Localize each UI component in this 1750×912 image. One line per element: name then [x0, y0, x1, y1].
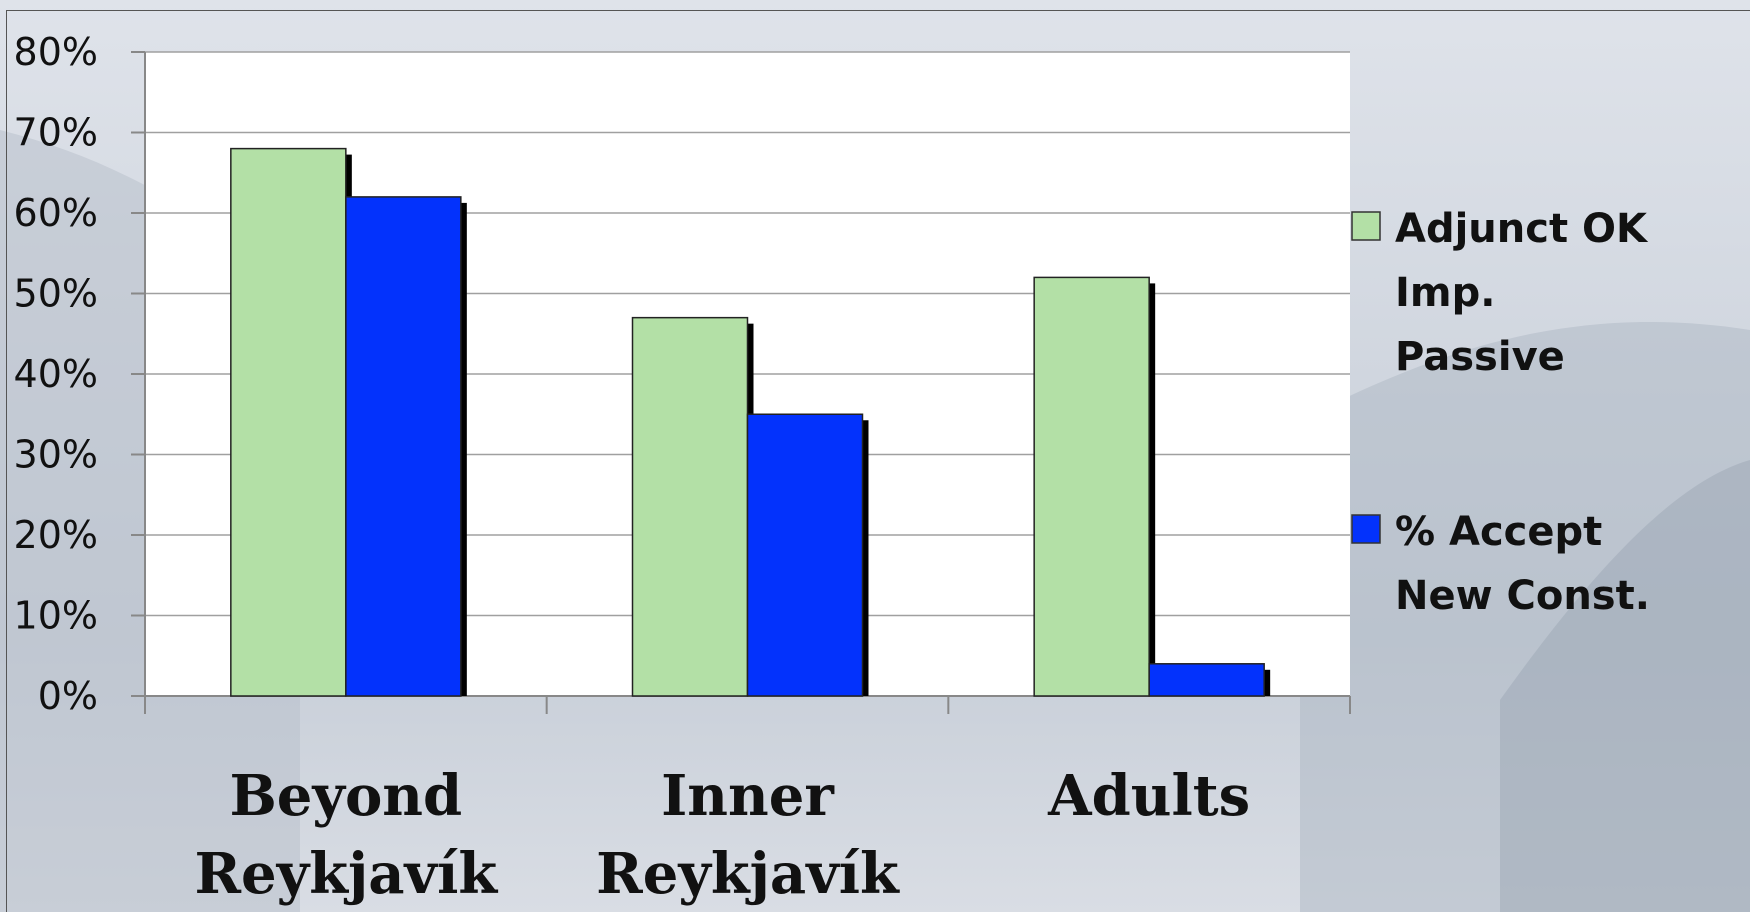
bar — [345, 196, 462, 697]
legend-label: New Const. — [1395, 573, 1650, 619]
category-label: Reykjavík — [596, 841, 900, 907]
bar — [746, 413, 864, 697]
bar — [1033, 276, 1150, 697]
slide-frame — [6, 10, 1750, 912]
legend-label: Adjunct OK — [1395, 206, 1649, 252]
y-tick-label: 10% — [14, 594, 98, 638]
category-labels: Beyond Reykjavík Inner Reykjavík Adults — [194, 763, 1250, 907]
legend-label: % Accept — [1395, 509, 1602, 555]
y-tick-label: 60% — [14, 191, 98, 235]
bars — [230, 147, 1271, 697]
y-tick-label: 70% — [14, 111, 98, 155]
category-label: Inner — [661, 763, 835, 829]
category-label: Beyond — [229, 763, 462, 829]
legend-swatch — [1351, 514, 1381, 544]
category-label: Reykjavík — [194, 841, 498, 907]
category-label: Adults — [1047, 763, 1250, 829]
bar — [230, 147, 347, 697]
y-tick-label: 30% — [14, 433, 98, 477]
y-tick-label: 80% — [14, 30, 98, 74]
bar — [631, 316, 749, 697]
y-tick-label: 50% — [14, 272, 98, 316]
y-tick-labels: 0% 10% 20% 30% 40% 50% 60% 70% 80% — [14, 30, 98, 718]
y-tick-label: 40% — [14, 352, 98, 396]
bar — [1148, 663, 1265, 697]
legend-label: Imp. — [1395, 270, 1495, 316]
y-tick-label: 20% — [14, 513, 98, 557]
legend-label: Passive — [1395, 334, 1565, 380]
legend-swatch — [1351, 211, 1381, 241]
legend: Adjunct OK Imp. Passive % Accept New Const. — [1351, 206, 1650, 619]
y-tick-label: 0% — [38, 674, 98, 718]
